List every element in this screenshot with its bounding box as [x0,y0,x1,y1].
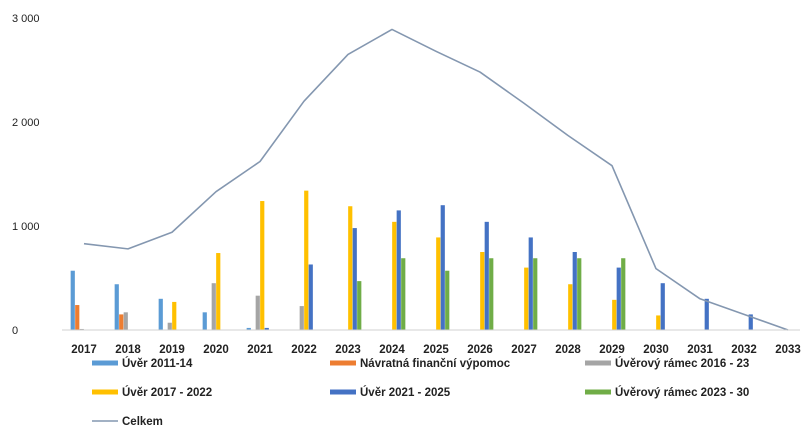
bar-4-2026 [480,252,485,330]
legend-item: Úvěrový rámec 2016 - 23 [585,357,749,370]
bar-4-2019 [172,301,177,330]
bar-6-2025 [445,270,450,330]
bar-4-2021 [260,201,265,330]
bar-4-2025 [436,237,441,330]
bar-5-2023 [352,228,357,330]
legend-item: Úvěrový rámec 2023 - 30 [585,386,749,399]
bar-3-2020 [211,283,216,330]
bar-4-2029 [612,299,617,330]
x-tick-label: 2024 [379,344,405,356]
bar-4-2020 [216,253,221,330]
legend-label: Úvěrový rámec 2023 - 30 [615,386,749,399]
bar-5-2025 [440,205,445,330]
total-line-path [83,28,789,331]
legend-label: Úvěr 2021 - 2025 [360,386,451,399]
y-tick-label: 1 000 [12,221,40,233]
x-tick-label: 2032 [731,344,757,356]
bar-2-2017 [75,305,80,330]
x-tick-label: 2018 [115,344,141,356]
legend-item: Úvěr 2011-14 [92,357,193,370]
legend-swatch [330,360,356,366]
x-tick-label: 2021 [247,344,273,356]
bar-5-2028 [572,252,577,330]
bar-3-2019 [167,322,172,330]
bar-6-2029 [621,258,626,330]
x-tick-label: 2022 [291,344,317,356]
bar-5-2030 [660,283,665,330]
bar-1-2018 [114,284,119,330]
bar-6-2027 [533,258,538,330]
legend-item: Úvěr 2017 - 2022 [92,386,212,399]
x-tick-label: 2027 [511,344,537,356]
bar-3-2017 [79,328,84,330]
x-tick-label: 2030 [643,344,669,356]
bar-4-2023 [348,206,353,330]
bar-1-2017 [70,270,75,330]
bar-3-2018 [123,312,128,330]
bar-5-2024 [396,210,401,330]
x-tick-label: 2026 [467,344,493,356]
bar-1-2021 [246,327,251,330]
y-tick-label: 2 000 [12,117,40,129]
legend-label: Úvěr 2017 - 2022 [122,386,212,399]
legend-swatch [585,360,611,366]
bar-4-2027 [524,267,529,330]
bar-4-2028 [568,284,573,330]
bar-2-2018 [119,314,124,330]
y-axis: 0 1 000 2 000 3 000 [12,13,40,337]
bars [70,190,753,330]
bar-4-2022 [304,190,309,330]
bar-1-2019 [158,298,163,330]
total-line [83,28,789,331]
x-tick-label: 2023 [335,344,361,356]
bar-3-2022 [299,306,304,330]
bar-4-2024 [392,221,397,330]
legend-swatch [585,389,611,395]
legend-item: Návratná finanční výpomoc [330,358,511,370]
legend-swatch [330,389,356,395]
x-tick-label: 2019 [159,344,185,356]
x-tick-label: 2017 [71,344,97,356]
x-tick-label: 2033 [775,344,801,356]
bar-4-2030 [656,315,661,330]
legend-swatch [92,360,118,366]
bar-6-2028 [577,258,582,330]
bar-5-2032 [748,314,753,330]
legend-swatch [92,389,118,395]
bar-6-2024 [401,258,406,330]
legend-label: Úvěr 2011-14 [122,357,193,370]
legend-label: Návratná finanční výpomoc [360,358,511,370]
legend: Úvěr 2011-14 Návratná finanční výpomoc Úvě… [92,357,749,428]
y-tick-label: 0 [12,325,18,337]
bar-5-2027 [528,237,533,330]
bar-5-2021 [264,327,269,330]
legend-item: Celkem [92,416,163,428]
legend-item: Úvěr 2021 - 2025 [330,386,451,399]
x-tick-label: 2029 [599,344,625,356]
bar-1-2020 [202,312,207,330]
x-tick-label: 2031 [687,344,713,356]
x-axis: 2017 2018 2019 2020 2021 2022 2023 2024 2025 2026… [62,329,801,356]
legend-label: Celkem [122,416,163,428]
bar-5-2031 [704,298,709,330]
legend-label: Úvěrový rámec 2016 - 23 [615,357,749,370]
y-tick-label: 3 000 [12,13,40,25]
x-tick-label: 2020 [203,344,229,356]
bar-5-2026 [484,221,489,330]
bar-5-2029 [616,267,621,330]
bar-6-2026 [489,258,494,330]
bar-3-2021 [255,295,260,330]
bar-5-2022 [308,264,313,330]
x-tick-label: 2028 [555,344,581,356]
x-tick-label: 2025 [423,344,449,356]
bar-6-2023 [357,281,362,330]
